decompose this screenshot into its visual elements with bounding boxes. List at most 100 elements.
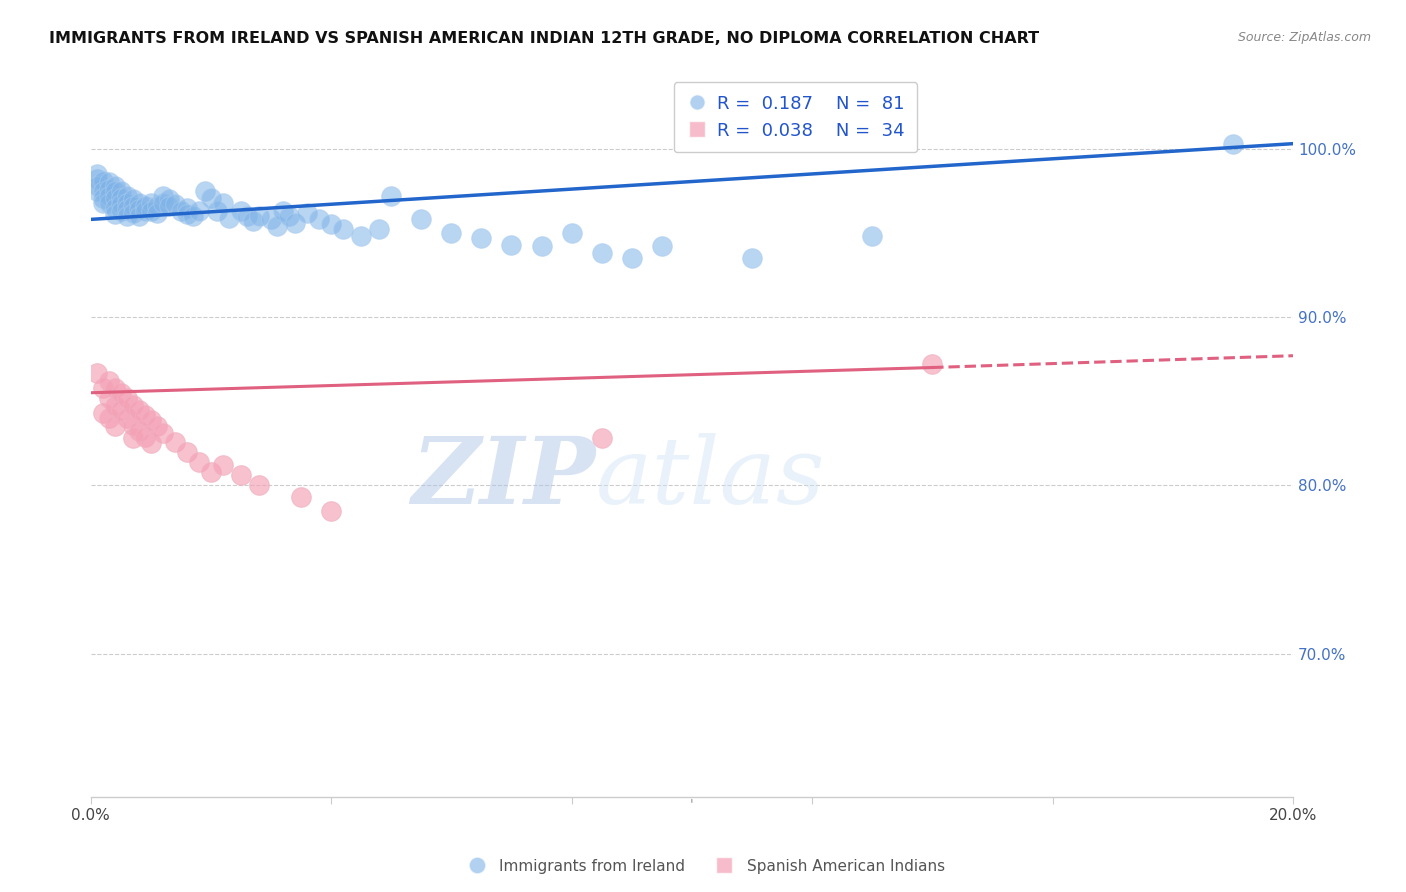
Point <box>194 184 217 198</box>
Point <box>86 172 108 186</box>
Point <box>110 184 132 198</box>
Point <box>128 195 150 210</box>
Point <box>176 201 198 215</box>
Point <box>139 195 162 210</box>
Point <box>121 431 143 445</box>
Point <box>91 190 114 204</box>
Point <box>86 366 108 380</box>
Point <box>128 425 150 439</box>
Point <box>115 391 138 405</box>
Point <box>97 411 120 425</box>
Point <box>620 251 643 265</box>
Point <box>181 209 204 223</box>
Point <box>530 239 553 253</box>
Point <box>115 202 138 217</box>
Point <box>134 429 156 443</box>
Point <box>205 204 228 219</box>
Text: IMMIGRANTS FROM IRELAND VS SPANISH AMERICAN INDIAN 12TH GRADE, NO DIPLOMA CORREL: IMMIGRANTS FROM IRELAND VS SPANISH AMERI… <box>49 31 1039 46</box>
Point <box>260 212 283 227</box>
Point <box>97 195 120 210</box>
Point <box>271 204 294 219</box>
Point <box>110 402 132 417</box>
Point <box>921 357 943 371</box>
Legend: R =  0.187    N =  81, R =  0.038    N =  34: R = 0.187 N = 81, R = 0.038 N = 34 <box>673 82 917 153</box>
Point <box>152 426 174 441</box>
Point <box>295 205 318 219</box>
Point <box>134 204 156 219</box>
Point <box>561 226 583 240</box>
Point <box>145 205 167 219</box>
Point <box>104 190 127 204</box>
Point <box>104 201 127 215</box>
Point <box>86 167 108 181</box>
Point <box>91 381 114 395</box>
Point <box>97 189 120 203</box>
Point <box>380 189 402 203</box>
Point <box>145 419 167 434</box>
Point <box>115 209 138 223</box>
Text: Source: ZipAtlas.com: Source: ZipAtlas.com <box>1237 31 1371 45</box>
Point <box>170 204 193 219</box>
Point <box>121 192 143 206</box>
Legend: Immigrants from Ireland, Spanish American Indians: Immigrants from Ireland, Spanish America… <box>456 853 950 880</box>
Point <box>212 458 235 472</box>
Point <box>104 178 127 193</box>
Point <box>290 490 312 504</box>
Point <box>440 226 463 240</box>
Point <box>200 190 222 204</box>
Point <box>163 197 186 211</box>
Point <box>104 207 127 221</box>
Point <box>368 222 391 236</box>
Point <box>247 478 270 492</box>
Point <box>860 229 883 244</box>
Point <box>128 209 150 223</box>
Point <box>187 204 209 219</box>
Point <box>187 455 209 469</box>
Point <box>157 199 180 213</box>
Point <box>157 192 180 206</box>
Point <box>242 214 264 228</box>
Point <box>319 218 342 232</box>
Point <box>247 209 270 223</box>
Point <box>176 207 198 221</box>
Point <box>91 174 114 188</box>
Point <box>236 209 259 223</box>
Point <box>651 239 673 253</box>
Text: atlas: atlas <box>596 434 825 524</box>
Point <box>86 184 108 198</box>
Point <box>591 246 613 260</box>
Point <box>134 199 156 213</box>
Point <box>470 231 492 245</box>
Point <box>591 431 613 445</box>
Point <box>110 204 132 219</box>
Point <box>121 199 143 213</box>
Point <box>218 211 240 225</box>
Point <box>104 419 127 434</box>
Point <box>134 408 156 422</box>
Text: ZIP: ZIP <box>412 434 596 524</box>
Point <box>97 374 120 388</box>
Point <box>163 434 186 449</box>
Point <box>97 175 120 189</box>
Point <box>115 195 138 210</box>
Point <box>128 402 150 417</box>
Point <box>128 202 150 217</box>
Point <box>308 212 330 227</box>
Point <box>332 222 354 236</box>
Point <box>91 195 114 210</box>
Point <box>97 391 120 405</box>
Point <box>212 195 235 210</box>
Point <box>176 444 198 458</box>
Point <box>741 251 763 265</box>
Point <box>284 216 307 230</box>
Point <box>152 195 174 210</box>
Point <box>104 399 127 413</box>
Point <box>91 406 114 420</box>
Point <box>121 205 143 219</box>
Point <box>411 212 433 227</box>
Point <box>350 229 373 244</box>
Point <box>145 199 167 213</box>
Point <box>501 237 523 252</box>
Point <box>110 385 132 400</box>
Point <box>121 417 143 432</box>
